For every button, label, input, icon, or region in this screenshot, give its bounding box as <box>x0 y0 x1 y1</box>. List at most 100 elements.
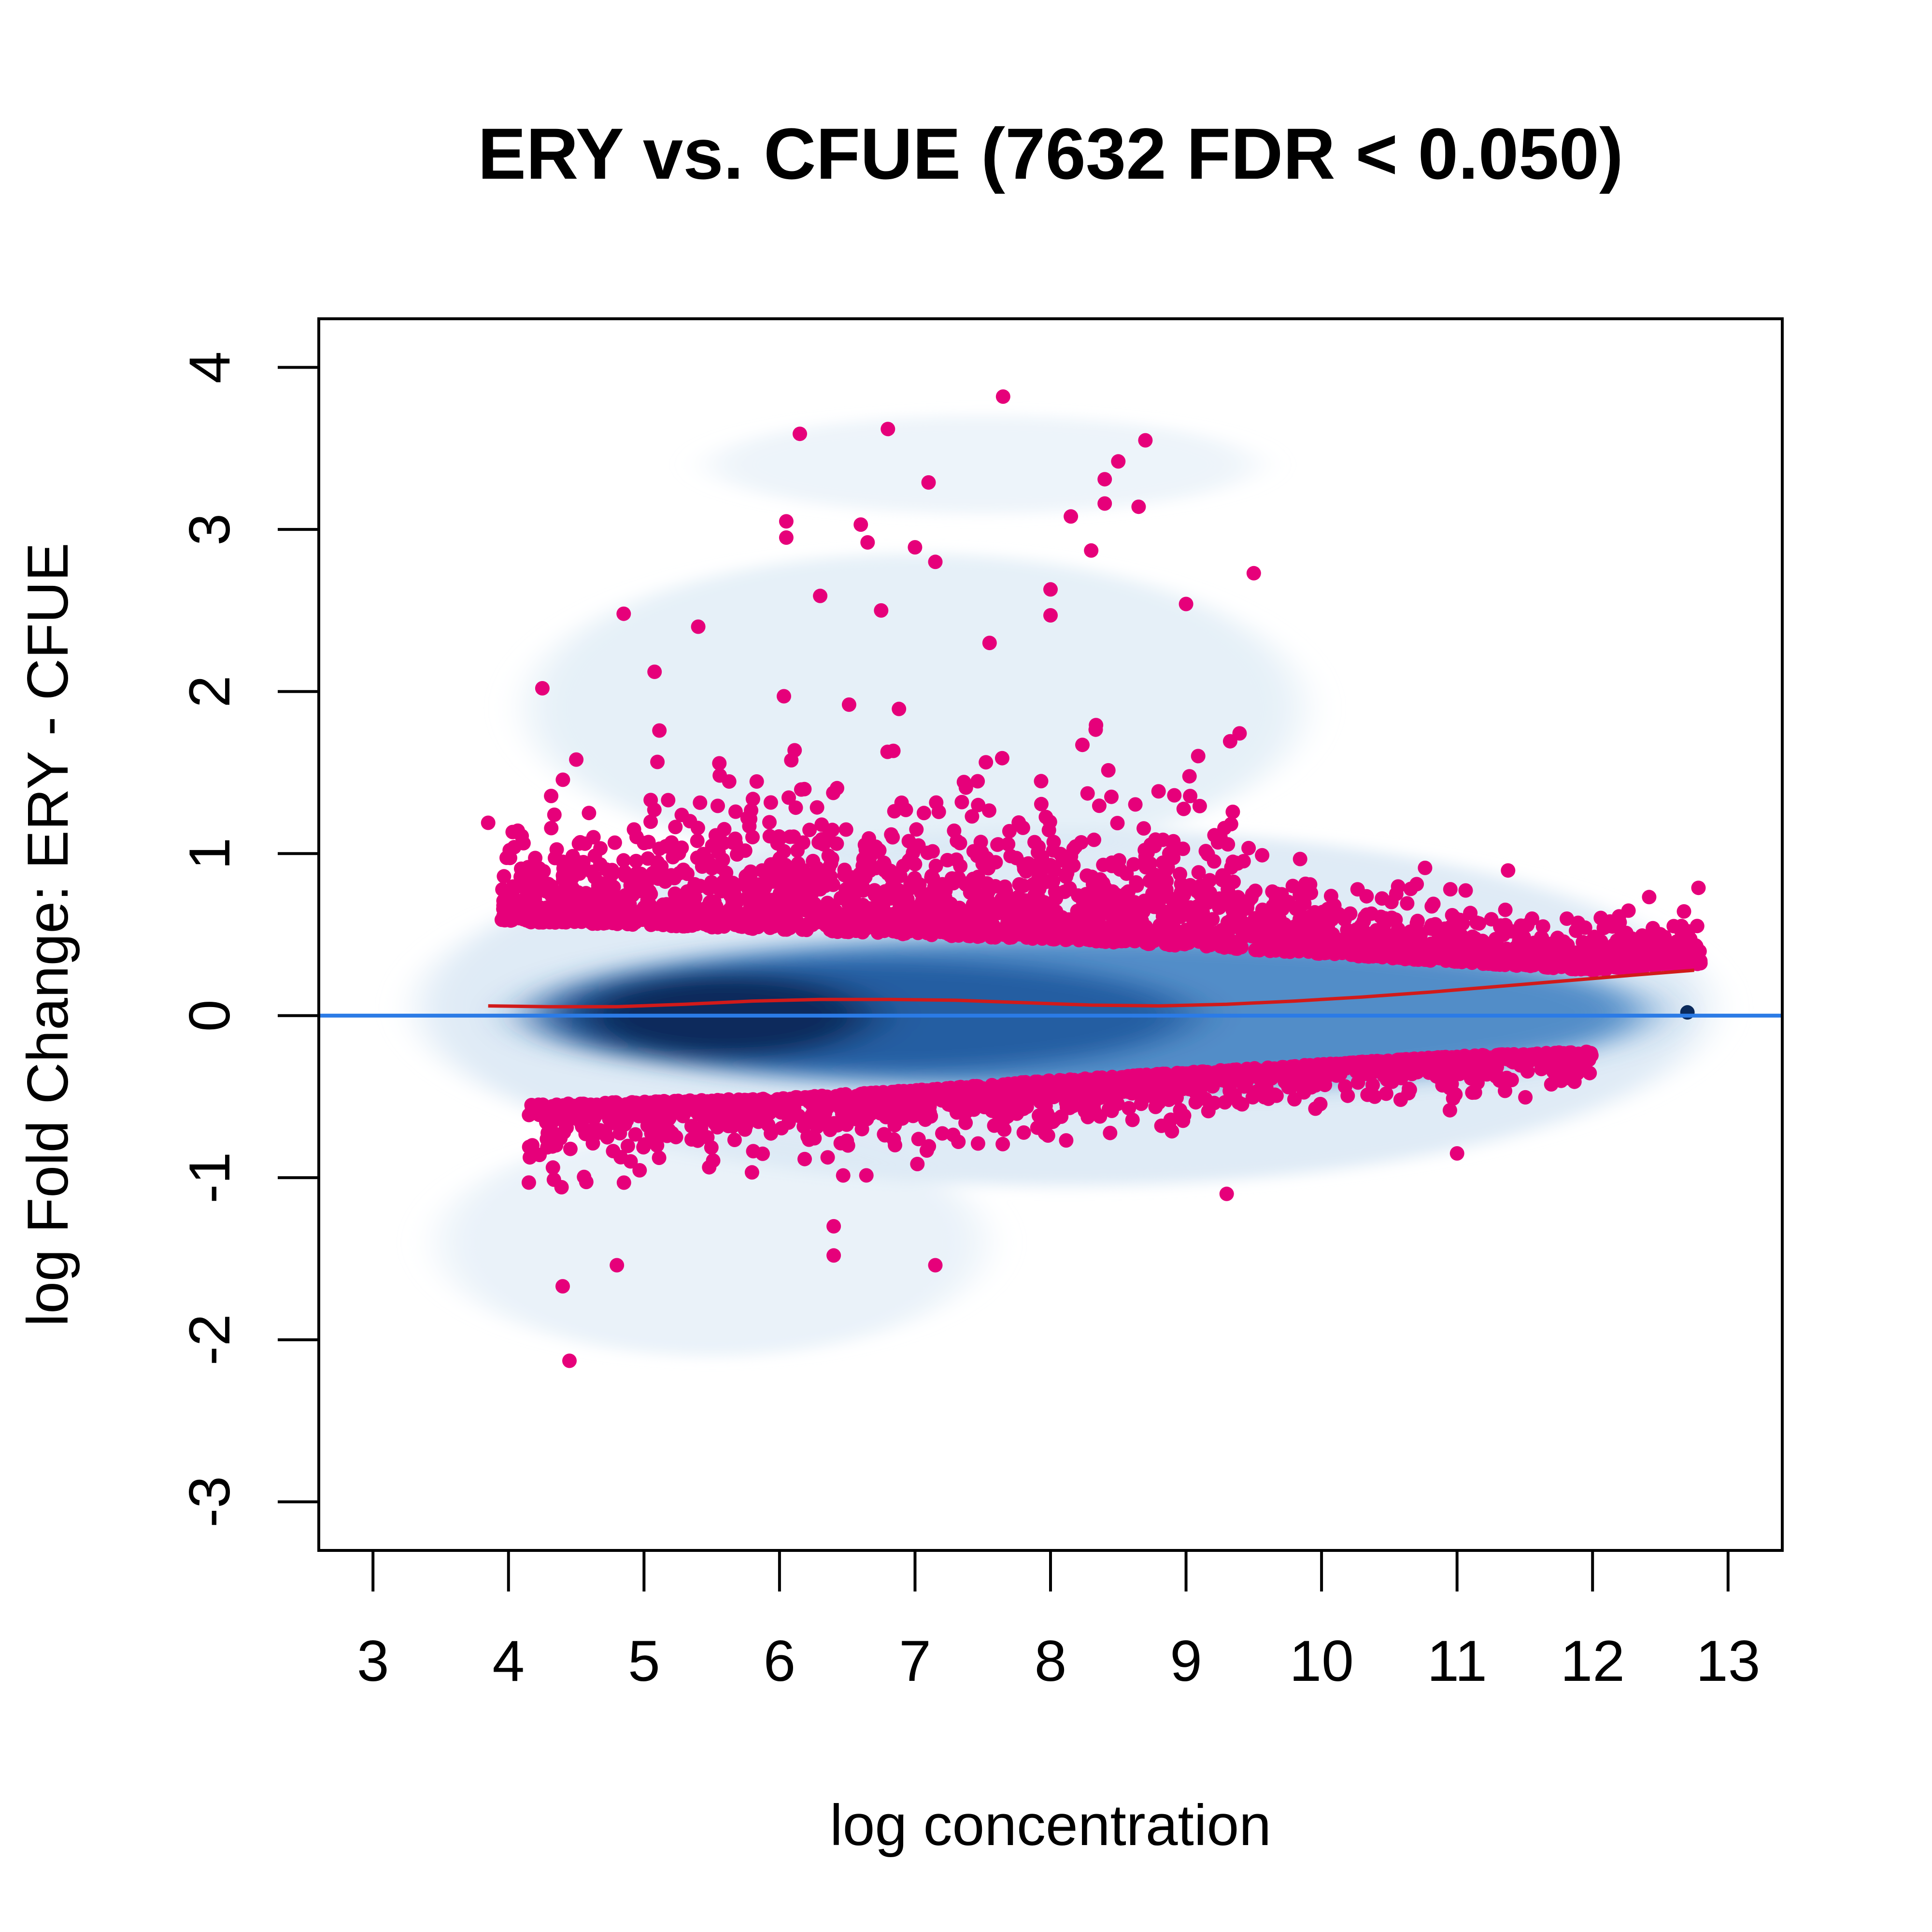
data-point <box>995 1136 1010 1151</box>
data-point <box>1066 841 1081 856</box>
data-point <box>1047 1112 1062 1127</box>
data-point <box>1225 804 1240 819</box>
data-point <box>628 1127 643 1142</box>
data-point <box>668 820 683 835</box>
data-point <box>966 871 980 886</box>
data-point <box>566 1105 581 1120</box>
data-point <box>703 1096 717 1111</box>
data-point <box>1109 1094 1124 1108</box>
data-point <box>1424 899 1439 914</box>
data-point <box>1246 566 1261 581</box>
data-point <box>676 862 691 877</box>
data-point <box>761 1117 776 1132</box>
data-point <box>1527 956 1541 971</box>
data-point <box>874 603 889 618</box>
data-point <box>1577 961 1592 976</box>
data-point <box>1556 934 1571 949</box>
data-point <box>929 895 944 910</box>
data-point <box>1643 930 1658 945</box>
data-point <box>1255 848 1270 863</box>
data-point <box>1384 895 1399 909</box>
data-point <box>562 1353 577 1368</box>
data-point <box>906 1108 921 1123</box>
data-point <box>841 697 856 712</box>
data-point <box>629 853 643 868</box>
data-point <box>1077 917 1092 932</box>
data-point <box>678 1094 693 1109</box>
data-point <box>826 1219 841 1234</box>
data-point <box>1041 823 1056 838</box>
data-point <box>818 918 833 933</box>
data-point <box>882 907 897 922</box>
data-point <box>971 797 986 812</box>
x-tick-label: 3 <box>357 1629 389 1693</box>
data-point <box>1311 946 1326 961</box>
x-tick-label: 5 <box>628 1629 660 1693</box>
data-point <box>658 839 673 854</box>
data-point <box>548 851 562 866</box>
data-point <box>744 1165 759 1180</box>
x-tick-label: 9 <box>1170 1629 1202 1693</box>
data-point <box>961 917 976 932</box>
data-point <box>1333 1064 1348 1079</box>
data-point <box>1158 920 1173 935</box>
data-point <box>928 554 943 569</box>
data-point <box>777 689 791 704</box>
data-point <box>616 1175 631 1190</box>
data-point <box>712 756 727 771</box>
data-point <box>854 1122 869 1136</box>
data-point <box>1104 1076 1119 1091</box>
data-point <box>1037 1126 1052 1141</box>
data-point <box>1159 862 1174 877</box>
data-point <box>1544 936 1559 951</box>
data-point <box>1255 937 1270 952</box>
data-point <box>1043 582 1058 597</box>
plot-area <box>319 389 1782 1368</box>
data-point <box>1241 840 1256 855</box>
data-point <box>1674 923 1689 938</box>
data-point <box>762 829 777 844</box>
data-point <box>1205 1071 1220 1086</box>
data-point <box>1013 910 1028 925</box>
data-point <box>1193 925 1208 940</box>
data-point <box>1422 1057 1437 1072</box>
data-point <box>684 1119 699 1134</box>
data-point <box>1188 1085 1203 1100</box>
data-point <box>995 389 1010 404</box>
data-point <box>939 917 954 932</box>
x-tick-label: 11 <box>1427 1629 1487 1693</box>
data-point <box>1110 816 1125 831</box>
data-point <box>981 803 996 818</box>
data-point <box>755 1146 770 1161</box>
data-point <box>1219 1186 1234 1201</box>
data-point <box>1513 918 1528 933</box>
data-point <box>666 850 681 865</box>
data-point <box>1097 472 1112 487</box>
data-point <box>544 879 559 894</box>
data-point <box>680 884 695 899</box>
data-point <box>1303 877 1318 892</box>
data-point <box>824 906 839 921</box>
data-point <box>601 899 616 914</box>
data-point <box>1121 884 1136 899</box>
data-point <box>1487 1062 1502 1077</box>
data-point <box>1442 1103 1457 1118</box>
data-point <box>583 910 598 925</box>
data-point <box>1174 885 1188 900</box>
data-point <box>779 514 794 529</box>
x-tick-label: 13 <box>1696 1629 1760 1693</box>
data-point <box>643 814 658 829</box>
data-point <box>924 868 939 883</box>
data-point <box>937 1084 952 1099</box>
data-point <box>1031 857 1046 872</box>
data-point <box>1101 763 1116 778</box>
data-point <box>1402 1082 1417 1097</box>
data-point <box>821 848 836 863</box>
data-point <box>1457 1049 1472 1064</box>
data-point <box>1269 892 1283 907</box>
data-point <box>911 1132 926 1147</box>
data-point <box>962 929 977 943</box>
data-point <box>1597 960 1612 975</box>
density-lower-halo <box>440 1129 983 1356</box>
data-point <box>877 855 891 870</box>
